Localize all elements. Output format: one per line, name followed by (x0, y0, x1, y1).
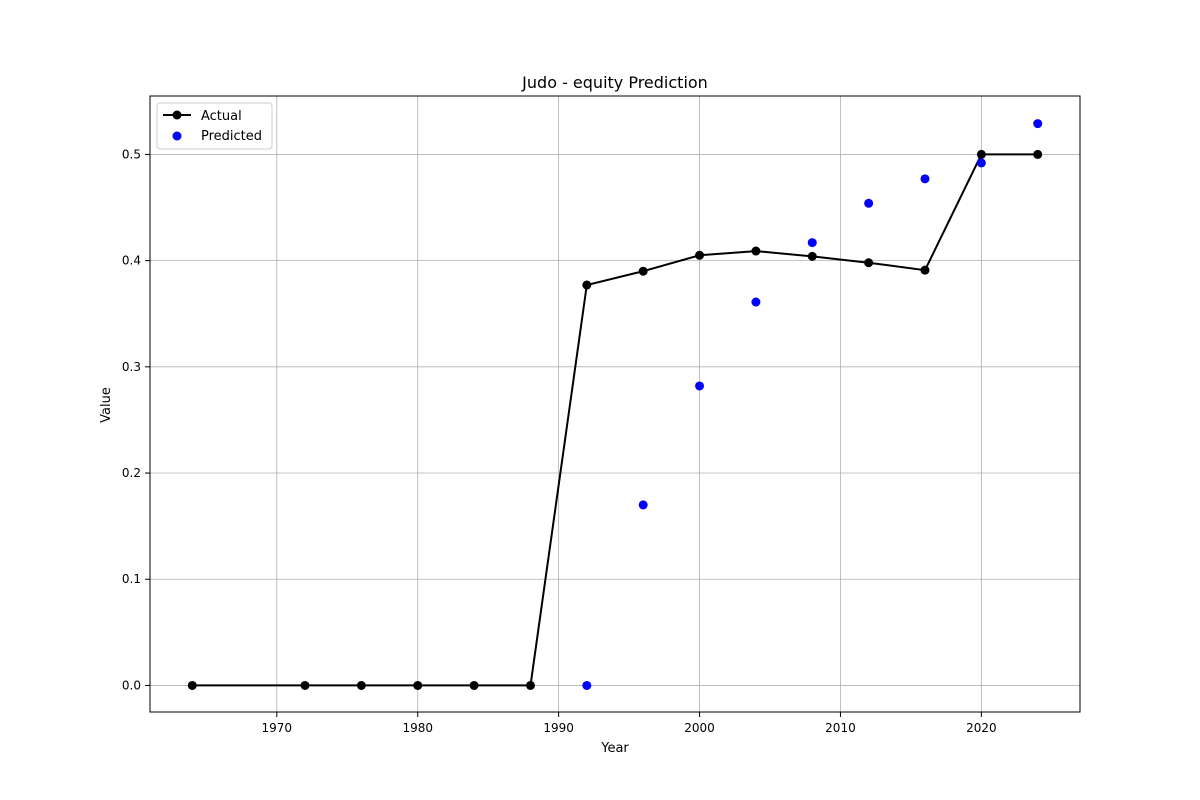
x-tick-label: 1980 (402, 721, 433, 735)
y-axis-label: Value (99, 387, 114, 423)
x-tick-label: 2010 (825, 721, 856, 735)
actual-point (582, 280, 592, 290)
legend-actual-marker (172, 110, 182, 120)
actual-point (638, 266, 648, 276)
predicted-point (920, 174, 930, 184)
legend-actual-label: Actual (201, 109, 242, 124)
actual-point (187, 680, 197, 690)
grid-lines (150, 96, 1080, 712)
plot-frame (149, 95, 1081, 713)
legend: Actual Predicted (156, 102, 273, 150)
x-tick-label: 2020 (966, 721, 997, 735)
actual-point (525, 680, 535, 690)
legend-predicted-marker (172, 131, 182, 141)
actual-point (864, 258, 874, 268)
actual-point (469, 680, 479, 690)
predicted-point (751, 297, 761, 307)
y-tick-label: 0.0 (122, 678, 141, 692)
chart-title: Judo - equity Prediction (521, 73, 708, 92)
actual-point (751, 246, 761, 256)
predicted-point (1033, 119, 1043, 129)
x-tick-label: 1990 (543, 721, 574, 735)
actual-point (920, 265, 930, 275)
actual-point (1033, 149, 1043, 159)
x-tick-label: 1970 (262, 721, 293, 735)
y-tick-label: 0.5 (122, 147, 141, 161)
predicted-point (976, 158, 986, 168)
actual-point (300, 680, 310, 690)
predicted-point (582, 680, 592, 690)
y-tick-label: 0.3 (122, 360, 141, 374)
series-layer (187, 119, 1043, 690)
predicted-point (695, 381, 705, 391)
axes: 1970 1980 1990 2000 2010 2020 0.0 0.1 0.2 0.3 0.4 0… (122, 95, 1081, 735)
predicted-point (807, 238, 817, 248)
actual-point (695, 250, 705, 260)
actual-point (976, 149, 986, 159)
actual-point (413, 680, 423, 690)
x-tick-label: 2000 (684, 721, 715, 735)
predicted-point (638, 500, 648, 510)
y-tick-label: 0.1 (122, 572, 141, 586)
predicted-point (864, 198, 874, 208)
x-axis-label: Year (600, 741, 629, 756)
y-tick-label: 0.4 (122, 254, 141, 268)
y-tick-label: 0.2 (122, 466, 141, 480)
actual-point (356, 680, 366, 690)
legend-predicted-label: Predicted (201, 129, 262, 144)
actual-point (807, 251, 817, 261)
